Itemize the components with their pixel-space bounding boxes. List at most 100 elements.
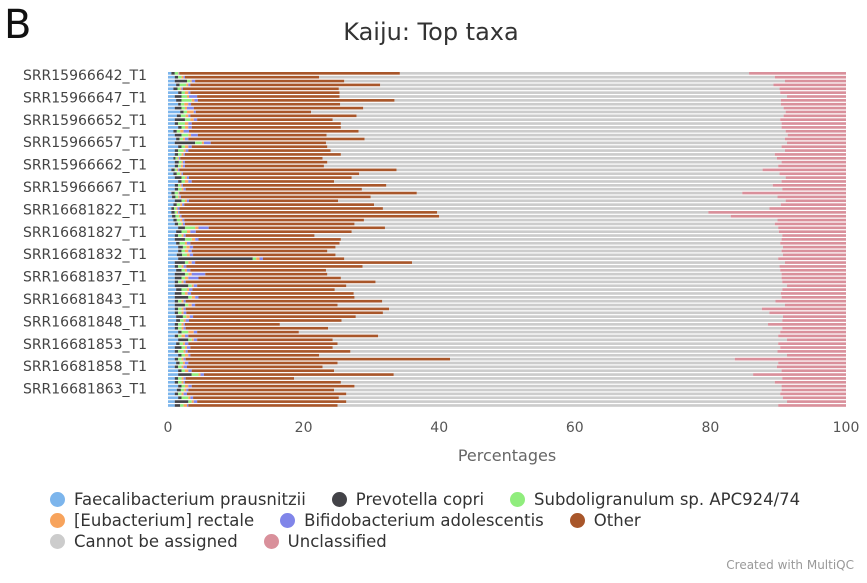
bar-segment — [178, 145, 182, 149]
bar-segment — [338, 396, 783, 400]
legend-item[interactable]: Cannot be assigned — [50, 532, 238, 551]
bar-segment — [188, 137, 365, 141]
bar-segment — [174, 357, 179, 361]
bar-segment — [185, 350, 188, 353]
bar-segment — [188, 83, 191, 87]
bar-segment — [181, 268, 185, 272]
bar-segment — [181, 396, 189, 400]
bar-segment — [416, 191, 743, 195]
bar-segment — [179, 211, 438, 214]
bar-segment — [181, 172, 183, 176]
bar-segment — [778, 164, 846, 168]
bar-segment — [168, 114, 177, 118]
bar-row — [168, 268, 846, 272]
bar-segment — [180, 129, 184, 133]
chart-title: Kaiju: Top taxa — [343, 18, 518, 46]
bar-segment — [778, 342, 846, 346]
bar-segment — [176, 207, 178, 210]
bar-segment — [168, 184, 175, 187]
bar-segment — [178, 122, 185, 125]
legend-item[interactable]: Prevotella copri — [331, 490, 485, 509]
bar-segment — [183, 365, 187, 369]
bar-segment — [176, 230, 182, 234]
legend-item[interactable]: Faecalibacterium prausnitzii — [50, 490, 306, 509]
bar-segment — [330, 149, 785, 152]
bar-segment — [183, 75, 185, 79]
bar-segment — [183, 380, 185, 384]
bar-segment — [210, 141, 326, 145]
bar-segment — [783, 106, 846, 110]
bar-segment — [184, 75, 320, 79]
bar-segment — [195, 230, 352, 234]
bar-segment — [334, 369, 782, 373]
bar-segment — [346, 284, 788, 288]
bar-segment — [186, 311, 383, 315]
bar-segment — [178, 380, 182, 384]
bar-segment — [186, 83, 189, 87]
bar-segment — [175, 156, 178, 160]
bar-segment — [168, 99, 177, 102]
bar-segment — [178, 180, 182, 183]
legend-item[interactable]: Other — [569, 511, 641, 530]
bar-row — [168, 241, 846, 245]
bar-segment — [193, 330, 198, 334]
bar-segment — [197, 95, 340, 98]
bar-segment — [334, 288, 783, 291]
bar-segment — [191, 296, 196, 299]
bar-segment — [787, 400, 846, 403]
legend-item[interactable]: [Eubacterium] rectale — [50, 511, 254, 530]
bar-segment — [174, 311, 179, 315]
legend-label: Prevotella copri — [355, 490, 485, 509]
bar-segment — [777, 218, 846, 222]
bar-segment — [785, 176, 846, 179]
bar-segment — [183, 307, 186, 311]
bar-segment — [768, 323, 846, 326]
bar-segment — [168, 342, 177, 346]
legend-item[interactable]: Unclassified — [263, 532, 387, 551]
bar-segment — [168, 384, 179, 388]
bar-segment — [173, 218, 177, 222]
bar-segment — [781, 384, 846, 388]
bar-row — [168, 187, 846, 191]
bar-segment — [294, 377, 783, 380]
bar-segment — [178, 195, 180, 199]
bar-row — [168, 249, 846, 253]
bar-segment — [178, 126, 182, 129]
bar-segment — [184, 261, 189, 264]
bar-segment — [168, 218, 174, 222]
bar-segment — [168, 156, 174, 160]
bar-segment — [174, 199, 182, 203]
bar-segment — [178, 249, 182, 253]
bar-segment — [168, 195, 173, 199]
legend-item[interactable]: Bifidobacterium adolescentis — [280, 511, 544, 530]
bar-segment — [191, 122, 341, 125]
legend-item[interactable]: Subdoligranulum sp. APC924/74 — [510, 490, 800, 509]
bar-segment — [184, 268, 187, 272]
legend-row: Cannot be assigned Unclassified — [50, 531, 850, 552]
bar-segment — [174, 265, 179, 268]
bar-segment — [781, 145, 846, 149]
bar-segment — [195, 303, 338, 307]
bar-segment — [182, 342, 185, 346]
bar-row — [168, 160, 846, 164]
bar-segment — [178, 168, 180, 172]
bar-segment — [181, 99, 192, 102]
bar-segment — [338, 199, 786, 203]
bar-segment — [186, 365, 323, 369]
bar-segment — [184, 238, 192, 241]
bar-row — [168, 207, 846, 210]
bar-segment — [183, 357, 186, 361]
bar-segment — [168, 377, 175, 380]
bar-segment — [173, 129, 177, 133]
bar-segment — [778, 226, 846, 230]
bar-segment — [311, 110, 786, 114]
bar-segment — [186, 388, 189, 392]
bar-row — [168, 191, 846, 195]
bar-segment — [780, 102, 846, 106]
bar-segment — [191, 369, 335, 373]
bar-segment — [193, 284, 198, 288]
bar-segment — [168, 353, 179, 357]
bar-segment — [181, 184, 183, 187]
legend-swatch — [263, 534, 279, 549]
bar-segment — [181, 299, 184, 303]
